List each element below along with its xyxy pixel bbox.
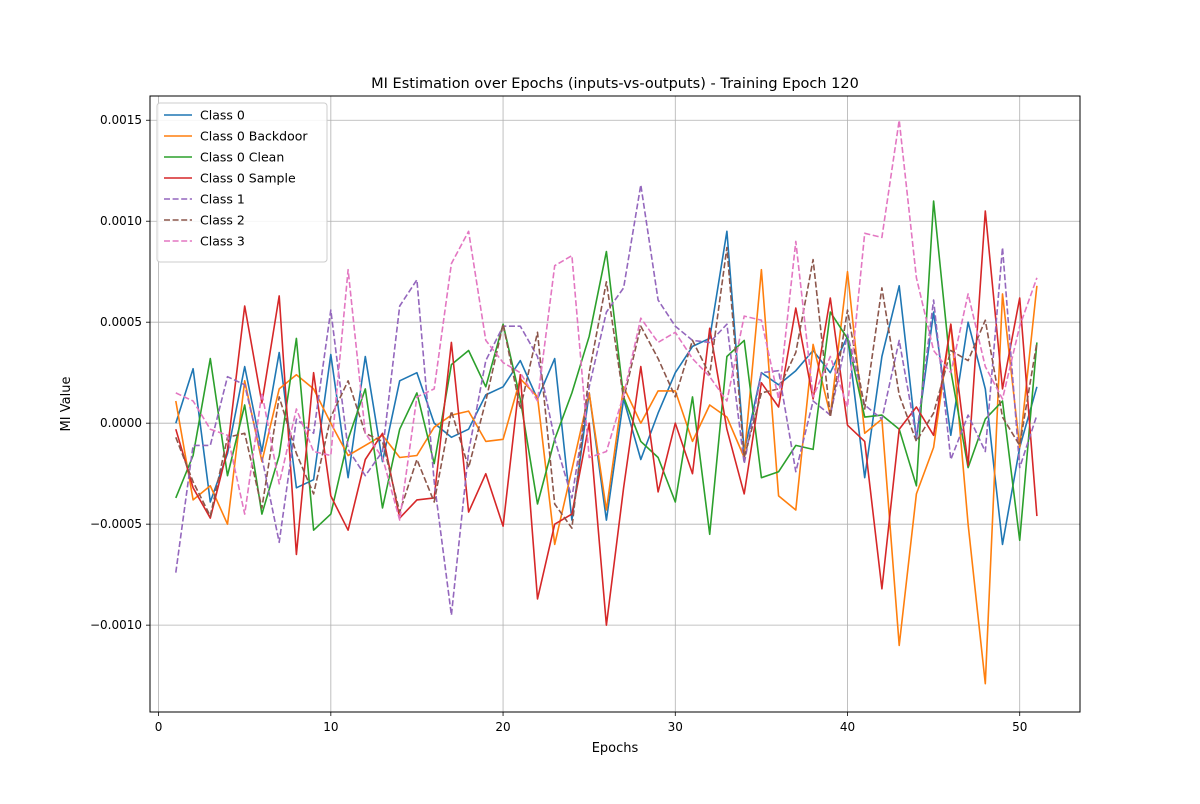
y-tick-label: −0.0010 [90,618,142,632]
y-tick-label: 0.0000 [100,416,142,430]
y-tick-label: −0.0005 [90,517,142,531]
legend-label: Class 0 Sample [200,171,296,186]
x-tick-label: 30 [668,720,683,734]
y-axis-label: MI Value [59,377,74,432]
legend-label: Class 3 [200,234,245,249]
legend-label: Class 0 Clean [200,150,284,165]
series-line-class-0 [175,230,1038,546]
series-line-class-0-backdoor [175,268,1038,685]
series-line-class-3 [175,119,1038,521]
y-tick-label: 0.0015 [100,113,142,127]
series-line-class-2 [175,246,1038,530]
legend-label: Class 0 Backdoor [200,129,308,144]
x-tick-label: 20 [495,720,510,734]
legend: Class 0 Class 0 Backdoor Class 0 Clean Clas… [156,102,328,263]
x-tick-label: 0 [155,720,163,734]
plot-frame [149,95,1081,713]
legend-label: Class 0 [200,108,245,123]
x-axis-label: Epochs [592,741,639,756]
legend-label: Class 2 [200,213,245,228]
y-tick-label: 0.0010 [100,214,142,228]
chart-title: MI Estimation over Epochs (inputs-vs-out… [371,76,859,92]
axis-ticks: 0 10 20 30 40 50 −0.0010 −0.0005 0.0000 0.0005 0.0… [90,113,1027,734]
series-line-class-0-clean [175,200,1038,542]
series-lines [175,119,1038,685]
x-tick-label: 10 [323,720,338,734]
series-line-class-1 [175,184,1038,616]
x-tick-label: 40 [840,720,855,734]
x-tick-label: 50 [1012,720,1027,734]
legend-label: Class 1 [200,192,245,207]
series-line-class-0-sample [175,210,1038,627]
y-tick-label: 0.0005 [100,315,142,329]
legend-box [156,102,328,263]
